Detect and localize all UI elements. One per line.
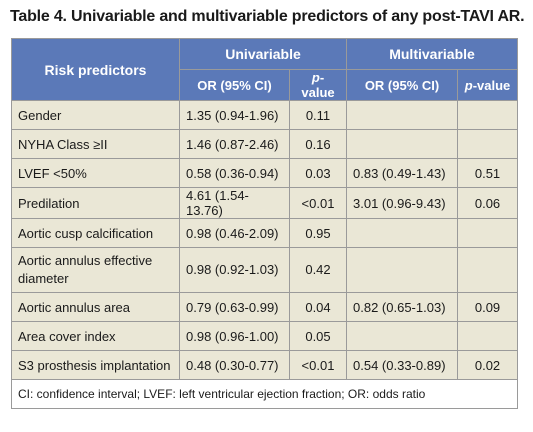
cell-predictor: Gender	[11, 100, 180, 130]
header-uni-or: OR (95% CI)	[179, 69, 290, 101]
cell-multi-or: 0.83 (0.49-1.43)	[346, 158, 459, 188]
table-row: Area cover index 0.98 (0.96-1.00) 0.05	[11, 321, 519, 351]
cell-uni-or: 4.61 (1.54-13.76)	[179, 187, 290, 219]
table-row: Gender 1.35 (0.94-1.96) 0.11	[11, 100, 519, 130]
cell-multi-p: 0.09	[457, 292, 519, 322]
cell-uni-or: 0.48 (0.30-0.77)	[179, 350, 290, 380]
table-row: Predilation 4.61 (1.54-13.76) <0.01 3.01…	[11, 187, 519, 219]
footnote-row: CI: confidence interval; LVEF: left vent…	[10, 379, 519, 409]
table-row: NYHA Class ≥II 1.46 (0.87-2.46) 0.16	[11, 129, 519, 159]
cell-uni-p: 0.05	[288, 321, 348, 351]
cell-predictor: LVEF <50%	[11, 158, 180, 188]
header-univariable: Univariable	[178, 38, 348, 70]
p-letter: p	[464, 77, 473, 93]
cell-multi-p: 0.02	[457, 350, 519, 380]
table-row: LVEF <50% 0.58 (0.36-0.94) 0.03 0.83 (0.…	[11, 158, 519, 188]
header-row-subcolumns: OR (95% CI) p-value OR (95% CI) p-value	[12, 69, 519, 101]
cell-predictor: NYHA Class ≥II	[11, 129, 180, 159]
cell-multi-or	[346, 247, 459, 293]
header-row-groups: Risk predictors Univariable Multivariabl…	[11, 38, 519, 101]
cell-uni-p: 0.11	[288, 100, 348, 130]
header-multivariable: Multivariable	[346, 38, 519, 70]
table-row: S3 prosthesis implantation 0.48 (0.30-0.…	[11, 350, 519, 380]
cell-predictor: Aortic annulus effective diameter	[11, 247, 180, 293]
cell-multi-p	[457, 129, 519, 159]
cell-predictor: Area cover index	[11, 321, 180, 351]
table-row: Aortic annulus area 0.79 (0.63-0.99) 0.0…	[11, 292, 519, 322]
table-row: Aortic cusp calcification 0.98 (0.46-2.0…	[11, 218, 519, 248]
header-uni-p: p-value	[288, 69, 348, 101]
cell-uni-or: 0.98 (0.96-1.00)	[179, 321, 290, 351]
cell-multi-p	[457, 218, 519, 248]
header-multi-or: OR (95% CI)	[346, 69, 459, 101]
cell-predictor: Predilation	[11, 187, 180, 219]
p-letter: p	[311, 70, 320, 85]
p-suffix: -value	[301, 70, 335, 100]
cell-predictor: S3 prosthesis implantation	[11, 350, 180, 380]
cell-multi-or	[346, 218, 459, 248]
cell-uni-or: 0.98 (0.46-2.09)	[179, 218, 290, 248]
table-title: Table 4. Univariable and multivariable p…	[10, 8, 525, 25]
cell-uni-p: 0.95	[288, 218, 348, 248]
cell-multi-or: 0.82 (0.65-1.03)	[346, 292, 459, 322]
cell-uni-or: 0.58 (0.36-0.94)	[179, 158, 290, 188]
cell-predictor: Aortic cusp calcification	[11, 218, 180, 248]
p-suffix: -value	[472, 77, 511, 93]
cell-multi-p	[457, 247, 519, 293]
cell-multi-p: 0.51	[457, 158, 519, 188]
cell-multi-or	[346, 129, 459, 159]
cell-uni-or: 1.35 (0.94-1.96)	[179, 100, 290, 130]
table-row: Aortic annulus effective diameter 0.98 (…	[11, 247, 519, 293]
cell-multi-or	[346, 321, 459, 351]
cell-multi-or	[346, 100, 459, 130]
cell-uni-p: 0.16	[288, 129, 348, 159]
cell-multi-or: 0.54 (0.33-0.89)	[346, 350, 459, 380]
cell-multi-p: 0.06	[457, 187, 519, 219]
predictors-table: Risk predictors Univariable Multivariabl…	[10, 38, 519, 409]
cell-uni-or: 1.46 (0.87-2.46)	[179, 129, 290, 159]
cell-uni-p: <0.01	[288, 187, 348, 219]
cell-multi-or: 3.01 (0.96-9.43)	[346, 187, 459, 219]
cell-predictor: Aortic annulus area	[11, 292, 180, 322]
cell-uni-p: 0.04	[288, 292, 348, 322]
cell-multi-p	[457, 100, 519, 130]
header-risk-predictors: Risk predictors	[11, 38, 180, 101]
header-multi-p: p-value	[457, 69, 519, 101]
cell-uni-or: 0.79 (0.63-0.99)	[179, 292, 290, 322]
footnote: CI: confidence interval; LVEF: left vent…	[10, 379, 519, 409]
cell-uni-p: <0.01	[288, 350, 348, 380]
cell-uni-p: 0.42	[288, 247, 348, 293]
cell-multi-p	[457, 321, 519, 351]
cell-uni-or: 0.98 (0.92-1.03)	[179, 247, 290, 293]
cell-uni-p: 0.03	[288, 158, 348, 188]
